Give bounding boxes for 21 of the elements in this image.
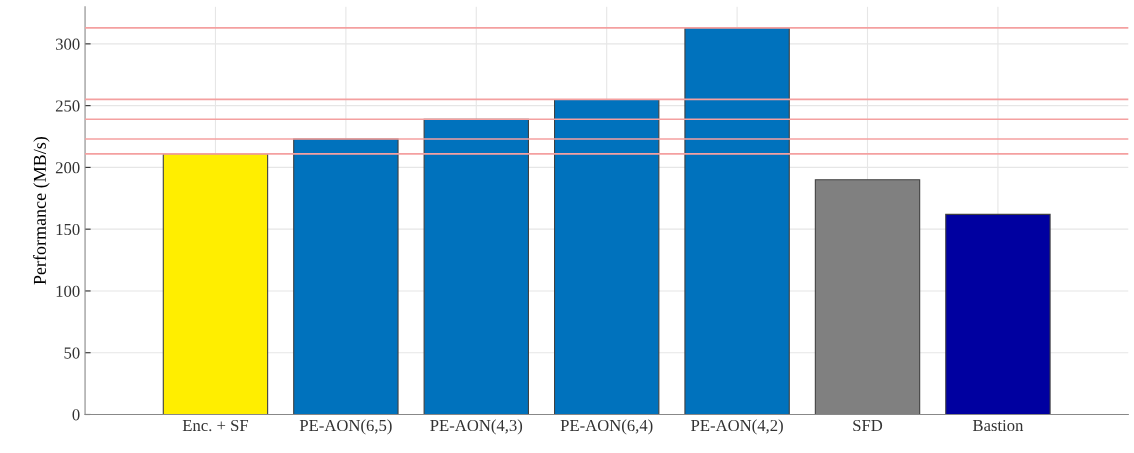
bar <box>684 27 790 415</box>
y-axis-title: Performance (MB/s) <box>33 136 50 285</box>
y-tick-label: 150 <box>56 223 80 236</box>
x-tick-label: Bastion <box>972 419 1024 432</box>
x-tick-label: PE-AON(4,2) <box>691 419 783 435</box>
x-tick-label: PE-AON(6,5) <box>299 419 392 435</box>
x-tick-label: PE-AON(6,4) <box>560 419 653 435</box>
y-tick-label: 200 <box>55 162 80 174</box>
bar <box>553 98 660 415</box>
bar <box>162 153 269 415</box>
y-tick-label: 0 <box>72 409 80 421</box>
bar <box>423 118 529 415</box>
x-tick-label: Enc. + SF <box>182 419 249 432</box>
y-tick-label: 50 <box>64 347 80 359</box>
y-tick-label: 250 <box>55 100 80 112</box>
bar <box>945 213 1051 415</box>
x-tick-label: PE-AON(4,3) <box>430 419 523 435</box>
bar <box>293 138 399 415</box>
x-tick-label: SFD <box>853 419 883 432</box>
y-tick-label: 100 <box>56 285 80 297</box>
y-tick-label: 300 <box>55 38 80 50</box>
